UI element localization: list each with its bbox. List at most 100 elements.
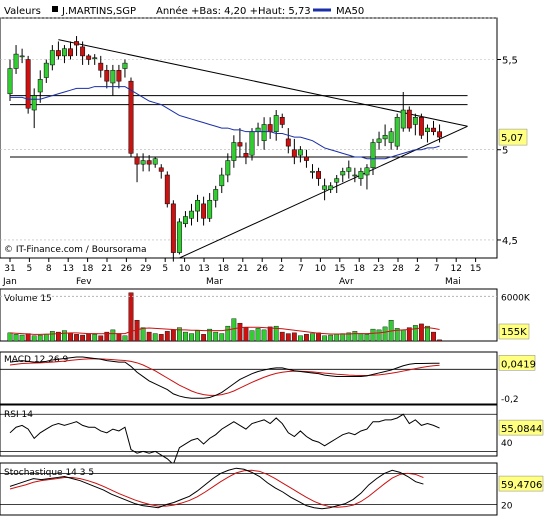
price-candle [231,135,237,168]
price-candle [49,45,55,71]
price-candle [376,131,382,150]
watermark-text: © IT-Finance.com / Boursorama [4,245,146,255]
price-y-tick-label: 5 [502,146,508,157]
last-volume-box [498,323,530,340]
month-label: Jan [2,277,17,287]
volume-bar [304,334,309,342]
volume-bar [92,334,98,342]
candle-body [400,109,406,129]
x-tick-label: 10 [315,264,327,274]
rsi-y-tick-label: 40 [501,439,513,449]
candle-body [74,41,79,46]
x-tick-label: 2 [279,264,285,274]
price-panel-frame [0,17,498,259]
volume-bar [43,334,49,342]
candle-body [128,80,134,154]
candle-body [146,160,152,165]
candle-body [431,127,436,132]
price-candle [219,167,225,194]
x-tick-label: 18 [82,264,94,274]
candle-body [80,46,86,57]
price-candle [128,77,134,157]
candle-body [406,109,412,129]
volume-bar [273,325,279,342]
candle-body [358,171,364,179]
price-candle [340,167,346,183]
volume-bar [394,328,400,342]
candle-body [13,53,19,69]
x-tick-label: 31 [4,264,15,274]
volume-bar [328,334,334,342]
x-tick-label: 12 [450,264,461,274]
volume-bar [298,335,303,342]
candle-body [291,149,297,158]
volume-bar [207,328,213,342]
volume-bar [62,330,67,342]
volume-bar [98,335,104,342]
candle-body [68,48,73,57]
price-candle [431,120,436,136]
price-candle [261,117,267,150]
candle-body [195,200,201,212]
x-tick-label: 15 [470,264,481,274]
volume-bar [376,329,382,342]
price-candle [291,138,297,165]
x-tick-label: 5 [162,264,168,274]
volume-bar [285,333,291,342]
price-candle [334,174,340,194]
volume-bar [158,334,164,342]
x-tick-label: 21 [237,264,248,274]
candle-body [62,48,67,57]
candle-body [49,50,55,66]
rsi-line [9,413,440,466]
candle-body [418,116,424,136]
candle-body [31,95,37,111]
volume-bar [31,335,37,342]
x-tick-label: 29 [140,264,152,274]
volume-bar [189,333,194,342]
candle-body [412,116,418,125]
chart-header: Valeurs J.MARTINS,SGP Année +Bas: 4,20 +… [4,5,364,17]
price-candle [352,167,358,183]
last-macd-box [498,355,536,371]
macd-panel-frame [0,351,498,405]
price-candle [425,124,430,143]
price-candle [170,200,176,262]
price-candle [37,70,43,103]
candle-body [122,62,128,69]
volume-bar [68,332,73,342]
price-candle [158,164,164,179]
last-rsi-box [498,419,544,436]
volume-bar [183,331,188,342]
candle-body [164,174,170,205]
price-candle [62,45,67,64]
candle-body [231,142,237,161]
price-candle [116,64,122,89]
price-candle [207,193,213,222]
price-candle [92,54,98,65]
price-candle [140,153,146,172]
price-candle [122,59,128,78]
volume-bar [25,333,31,342]
volume-bar [437,339,442,342]
price-candle [146,155,152,172]
volume-bar [249,330,255,342]
month-label: Avr [339,277,354,287]
stochastic-panel-frame [0,462,498,516]
price-candle [110,64,116,96]
volume-bar [322,335,327,342]
candle-body [370,142,376,169]
month-label: Fev [76,277,92,287]
volume-bar [237,322,243,342]
volume-bar [346,332,352,342]
price-candle [304,149,309,168]
last-price-box [498,128,528,146]
volume-bar [310,333,315,342]
x-tick-label: 18 [353,264,365,274]
volume-bar [164,331,170,342]
last-price-label: 5,07 [501,133,523,144]
volume-bar [340,333,346,342]
candle-body [346,167,352,172]
candle-body [376,138,382,143]
candle-body [134,156,140,165]
